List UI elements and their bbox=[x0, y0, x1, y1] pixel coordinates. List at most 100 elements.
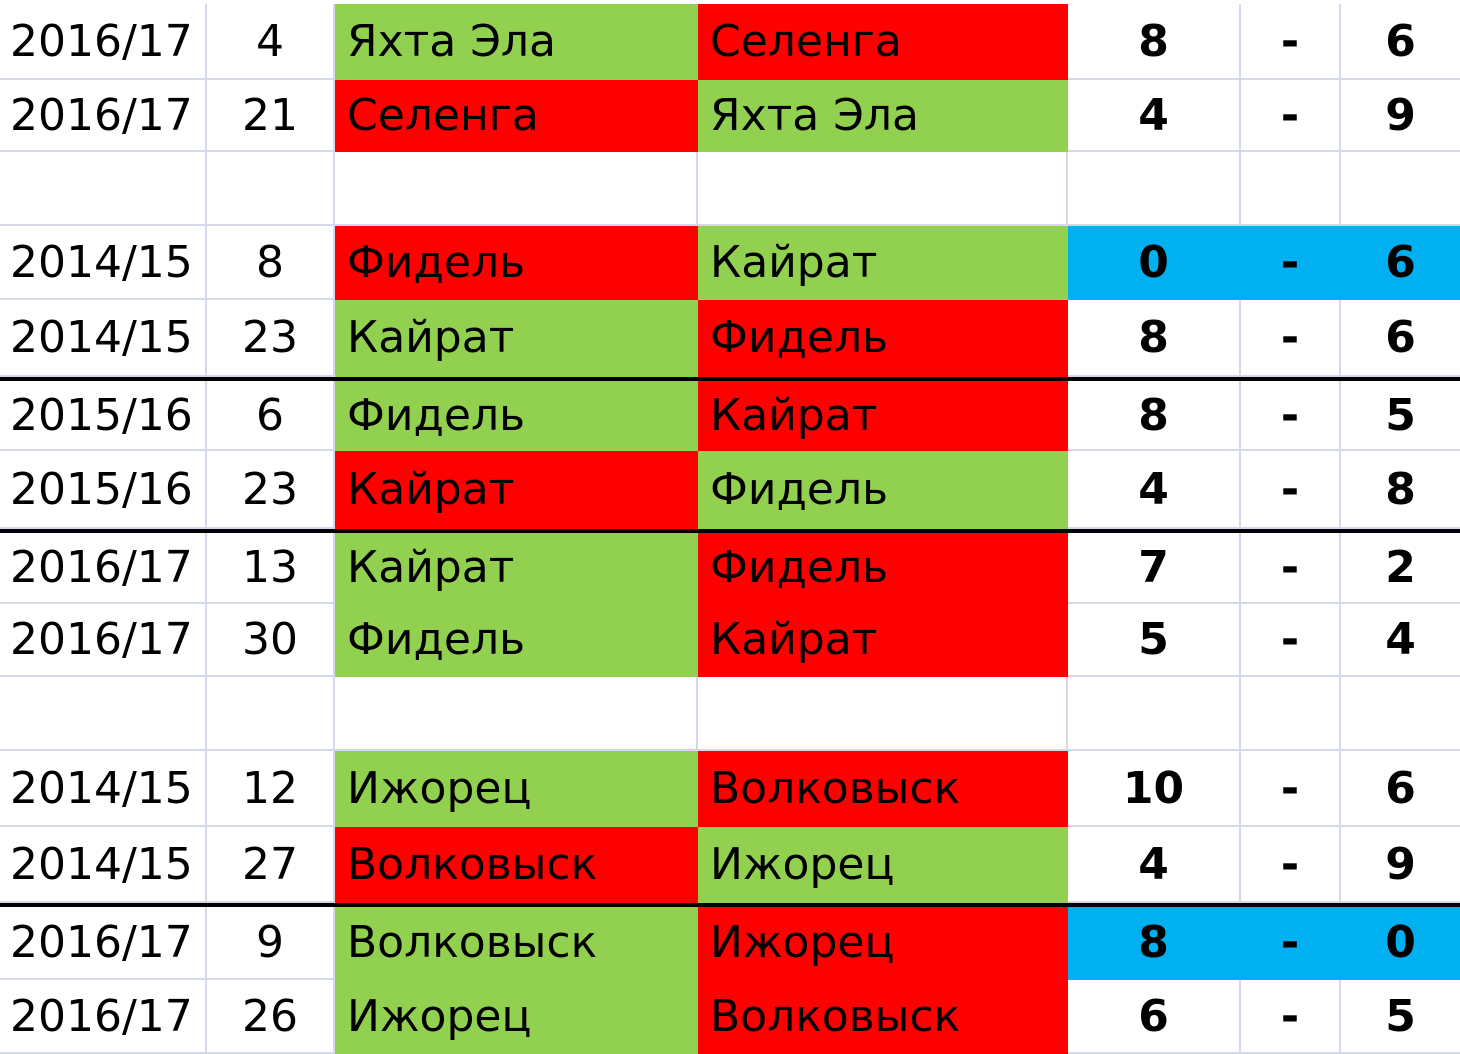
round-cell[interactable]: 9 bbox=[207, 907, 335, 980]
season-cell[interactable]: 2016/17 bbox=[0, 4, 207, 80]
score-separator-cell[interactable]: - bbox=[1241, 907, 1341, 980]
away-score-cell[interactable]: 2 bbox=[1341, 533, 1460, 604]
round-cell[interactable] bbox=[207, 677, 335, 751]
home-score-cell[interactable]: 7 bbox=[1068, 533, 1241, 604]
away-score-cell[interactable] bbox=[1341, 677, 1460, 751]
home-team-cell[interactable] bbox=[335, 677, 698, 751]
score-separator-cell[interactable]: - bbox=[1241, 381, 1341, 451]
round-cell[interactable]: 6 bbox=[207, 381, 335, 451]
season-cell[interactable]: 2014/15 bbox=[0, 300, 207, 377]
away-score-cell[interactable]: 6 bbox=[1341, 4, 1460, 80]
score-separator-cell[interactable] bbox=[1241, 152, 1341, 226]
away-team-cell[interactable] bbox=[698, 677, 1068, 751]
score-separator-cell[interactable]: - bbox=[1241, 451, 1341, 529]
score-separator-cell[interactable]: - bbox=[1241, 300, 1341, 377]
home-score-cell[interactable]: 8 bbox=[1068, 381, 1241, 451]
round-cell[interactable]: 21 bbox=[207, 80, 335, 152]
away-team-cell[interactable]: Селенга bbox=[698, 4, 1068, 80]
season-cell[interactable]: 2015/16 bbox=[0, 381, 207, 451]
home-team-cell[interactable]: Фидель bbox=[335, 226, 698, 300]
away-team-cell[interactable]: Ижорец bbox=[698, 827, 1068, 903]
season-cell[interactable]: 2016/17 bbox=[0, 980, 207, 1054]
home-score-cell[interactable]: 0 bbox=[1068, 226, 1241, 300]
season-cell[interactable] bbox=[0, 152, 207, 226]
home-score-cell[interactable]: 8 bbox=[1068, 907, 1241, 980]
away-score-cell[interactable]: 6 bbox=[1341, 226, 1460, 300]
home-score-cell[interactable]: 4 bbox=[1068, 80, 1241, 152]
home-score-cell[interactable]: 8 bbox=[1068, 4, 1241, 80]
away-score-cell[interactable]: 5 bbox=[1341, 980, 1460, 1054]
away-score-cell[interactable]: 5 bbox=[1341, 381, 1460, 451]
away-score-cell[interactable]: 6 bbox=[1341, 751, 1460, 827]
home-score-cell[interactable]: 10 bbox=[1068, 751, 1241, 827]
away-score-cell[interactable]: 8 bbox=[1341, 451, 1460, 529]
score-separator-cell[interactable]: - bbox=[1241, 751, 1341, 827]
home-team-cell[interactable]: Фидель bbox=[335, 381, 698, 451]
score-separator-cell[interactable] bbox=[1241, 677, 1341, 751]
home-team-cell[interactable]: Ижорец bbox=[335, 980, 698, 1054]
home-score-cell[interactable]: 8 bbox=[1068, 300, 1241, 377]
home-team-cell[interactable]: Ижорец bbox=[335, 751, 698, 827]
away-team-cell[interactable]: Волковыск bbox=[698, 980, 1068, 1054]
away-team-cell[interactable]: Фидель bbox=[698, 533, 1068, 604]
home-team-cell[interactable]: Кайрат bbox=[335, 300, 698, 377]
away-team-cell[interactable]: Кайрат bbox=[698, 226, 1068, 300]
home-team-cell[interactable]: Волковыск bbox=[335, 827, 698, 903]
home-team-cell[interactable] bbox=[335, 152, 698, 226]
away-score-cell[interactable]: 0 bbox=[1341, 907, 1460, 980]
home-score-cell[interactable] bbox=[1068, 152, 1241, 226]
round-cell[interactable] bbox=[207, 152, 335, 226]
season-cell[interactable]: 2014/15 bbox=[0, 226, 207, 300]
away-team-cell[interactable]: Ижорец bbox=[698, 907, 1068, 980]
away-team-cell[interactable]: Кайрат bbox=[698, 604, 1068, 677]
home-team-cell[interactable]: Фидель bbox=[335, 604, 698, 677]
score-separator-cell[interactable]: - bbox=[1241, 827, 1341, 903]
round-cell[interactable]: 23 bbox=[207, 451, 335, 529]
score-separator-cell[interactable]: - bbox=[1241, 80, 1341, 152]
score-separator-cell[interactable]: - bbox=[1241, 533, 1341, 604]
home-team-cell[interactable]: Волковыск bbox=[335, 907, 698, 980]
round-cell[interactable]: 4 bbox=[207, 4, 335, 80]
away-team-cell[interactable]: Фидель bbox=[698, 300, 1068, 377]
home-score-cell[interactable]: 4 bbox=[1068, 451, 1241, 529]
away-score-cell[interactable]: 9 bbox=[1341, 827, 1460, 903]
round-cell[interactable]: 26 bbox=[207, 980, 335, 1054]
away-team-cell[interactable]: Кайрат bbox=[698, 381, 1068, 451]
score-separator-cell[interactable]: - bbox=[1241, 226, 1341, 300]
season-cell[interactable]: 2014/15 bbox=[0, 827, 207, 903]
season-cell[interactable]: 2016/17 bbox=[0, 533, 207, 604]
season-cell[interactable]: 2016/17 bbox=[0, 604, 207, 677]
away-team-cell[interactable]: Фидель bbox=[698, 451, 1068, 529]
away-team-cell[interactable]: Волковыск bbox=[698, 751, 1068, 827]
season-cell[interactable] bbox=[0, 677, 207, 751]
away-team-cell[interactable] bbox=[698, 152, 1068, 226]
season-cell[interactable]: 2016/17 bbox=[0, 907, 207, 980]
home-team-cell[interactable]: Кайрат bbox=[335, 533, 698, 604]
round-cell[interactable]: 13 bbox=[207, 533, 335, 604]
season-cell[interactable]: 2014/15 bbox=[0, 751, 207, 827]
score-separator-cell[interactable]: - bbox=[1241, 980, 1341, 1054]
round-cell[interactable]: 23 bbox=[207, 300, 335, 377]
home-score-cell[interactable]: 4 bbox=[1068, 827, 1241, 903]
home-team-cell[interactable]: Кайрат bbox=[335, 451, 698, 529]
home-score-cell[interactable] bbox=[1068, 677, 1241, 751]
away-score-cell[interactable] bbox=[1341, 152, 1460, 226]
score-separator-cell[interactable]: - bbox=[1241, 604, 1341, 677]
away-score-cell[interactable]: 4 bbox=[1341, 604, 1460, 677]
round-cell[interactable]: 8 bbox=[207, 226, 335, 300]
home-score-cell[interactable]: 5 bbox=[1068, 604, 1241, 677]
score-separator-cell[interactable]: - bbox=[1241, 4, 1341, 80]
home-team-cell[interactable]: Яхта Эла bbox=[335, 4, 698, 80]
round-cell[interactable]: 27 bbox=[207, 827, 335, 903]
away-team-cell[interactable]: Яхта Эла bbox=[698, 80, 1068, 152]
round-cell[interactable]: 12 bbox=[207, 751, 335, 827]
away-score-cell[interactable]: 9 bbox=[1341, 80, 1460, 152]
home-team-cell[interactable]: Селенга bbox=[335, 80, 698, 152]
season-cell[interactable]: 2016/17 bbox=[0, 80, 207, 152]
season-cell[interactable]: 2015/16 bbox=[0, 451, 207, 529]
away-score-cell[interactable]: 6 bbox=[1341, 300, 1460, 377]
table-row: 2016/17 9 Волковыск Ижорец 8-0 bbox=[0, 903, 1460, 980]
home-score-cell[interactable]: 6 bbox=[1068, 980, 1241, 1054]
table-row: 2016/17 4 Яхта Эла Селенга 8-6 bbox=[0, 4, 1460, 80]
round-cell[interactable]: 30 bbox=[207, 604, 335, 677]
